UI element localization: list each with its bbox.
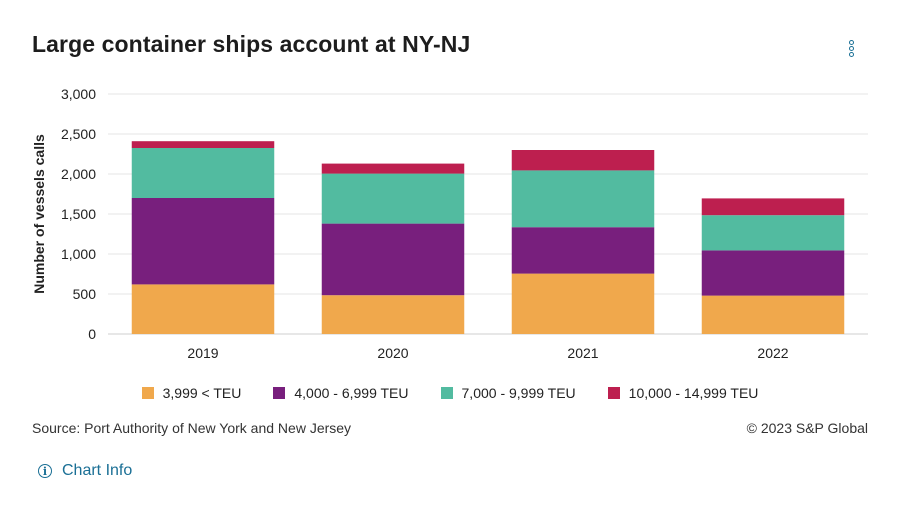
- legend-swatch: [141, 387, 154, 399]
- bar-segment: [321, 295, 465, 334]
- y-axis-label: Number of vessels calls: [31, 134, 47, 294]
- y-tick-label: 1,000: [61, 246, 96, 262]
- x-tick-label: 2022: [757, 345, 788, 361]
- legend-item[interactable]: 7,000 - 9,999 TEU: [440, 385, 576, 401]
- legend-swatch: [273, 387, 286, 399]
- y-tick-label: 0: [88, 326, 96, 342]
- bar-segment: [701, 198, 845, 216]
- bar-segment: [701, 215, 845, 251]
- info-icon: i: [38, 464, 52, 478]
- kebab-menu-icon[interactable]: [840, 38, 862, 60]
- y-tick-label: 2,000: [61, 166, 96, 182]
- chart-info-label: Chart Info: [62, 462, 133, 479]
- bar-segment: [321, 223, 465, 296]
- legend-label: 3,999 < TEU: [162, 385, 242, 401]
- bar-segment: [131, 141, 275, 148]
- legend-item[interactable]: 4,000 - 6,999 TEU: [273, 385, 409, 401]
- x-tick-label: 2021: [567, 345, 598, 361]
- bar-segment: [131, 148, 275, 198]
- legend-swatch: [607, 387, 620, 399]
- legend-item[interactable]: 3,999 < TEU: [141, 385, 242, 401]
- chart-legend: 3,999 < TEU 4,000 - 6,999 TEU 7,000 - 9,99…: [0, 385, 900, 401]
- bar-segment: [701, 250, 845, 296]
- legend-label: 10,000 - 14,999 TEU: [628, 385, 759, 401]
- bar-segment: [131, 198, 275, 285]
- y-tick-label: 500: [73, 286, 97, 302]
- bar-segment: [701, 295, 845, 334]
- stacked-bar-chart: 0 500 1,000 1,500 2,000 2,500 3,000 Number of v…: [31, 86, 868, 361]
- y-tick-label: 3,000: [61, 86, 96, 102]
- x-tick-label: 2019: [187, 345, 218, 361]
- chart-title: Large container ships account at NY-NJ: [32, 31, 471, 57]
- bar-segment: [511, 170, 655, 228]
- legend-label: 4,000 - 6,999 TEU: [294, 385, 409, 401]
- legend-label: 7,000 - 9,999 TEU: [461, 385, 576, 401]
- copyright-note: © 2023 S&P Global: [746, 420, 868, 436]
- bar-segment: [131, 284, 275, 334]
- bar-segment: [511, 273, 655, 334]
- bar-segment: [511, 150, 655, 171]
- x-tick-label: 2020: [377, 345, 408, 361]
- bar-segment: [321, 173, 465, 224]
- y-tick-label: 1,500: [61, 206, 96, 222]
- bar-segment: [321, 163, 465, 174]
- y-tick-label: 2,500: [61, 126, 96, 142]
- chart-info-link[interactable]: i Chart Info: [38, 462, 132, 480]
- legend-item[interactable]: 10,000 - 14,999 TEU: [607, 385, 759, 401]
- legend-swatch: [440, 387, 453, 399]
- bar-segment: [511, 227, 655, 274]
- source-note: Source: Port Authority of New York and N…: [32, 420, 352, 436]
